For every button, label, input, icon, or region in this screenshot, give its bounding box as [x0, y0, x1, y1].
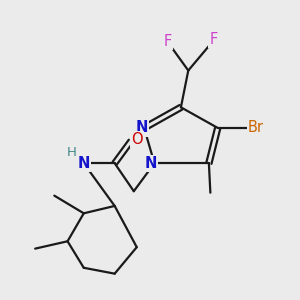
- Text: N: N: [145, 156, 157, 171]
- Text: F: F: [164, 34, 172, 49]
- Text: N: N: [78, 156, 90, 171]
- Text: H: H: [66, 146, 76, 159]
- Text: F: F: [209, 32, 218, 47]
- Text: Br: Br: [248, 120, 264, 135]
- Text: O: O: [131, 132, 142, 147]
- Text: N: N: [136, 120, 148, 135]
